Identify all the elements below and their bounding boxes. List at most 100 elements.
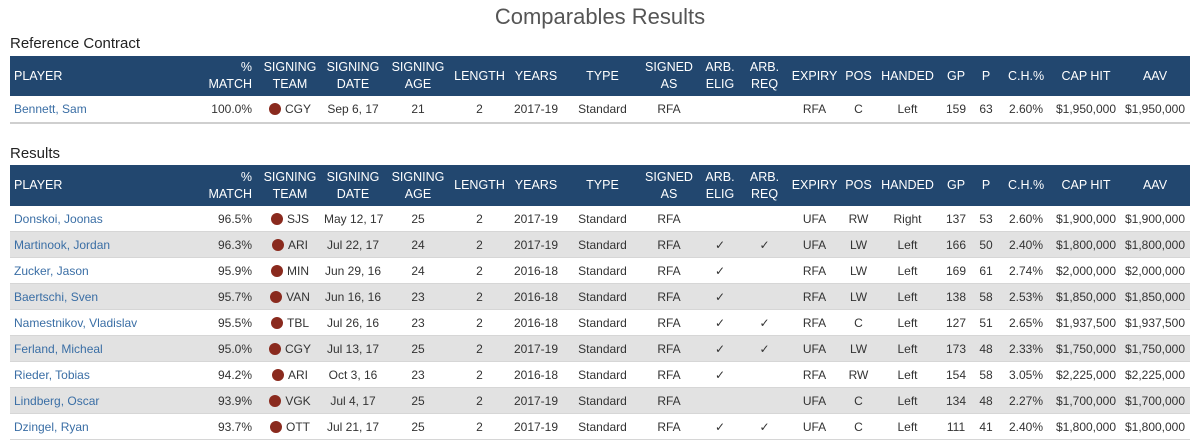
table-cell: 95.9%: [200, 257, 258, 284]
cell-text: Left: [897, 393, 918, 408]
table-cell: Martinook, Jordan: [10, 231, 200, 258]
cell-text: ARI: [287, 237, 308, 252]
table-cell: [742, 283, 787, 310]
table-cell: C: [842, 413, 875, 440]
table-cell: RW: [842, 206, 875, 232]
cell-text: 41: [979, 419, 993, 434]
table-cell: [698, 387, 742, 414]
cell-text: Left: [897, 367, 918, 382]
table-cell: 2: [452, 413, 507, 440]
header-text: TYPE: [586, 178, 619, 192]
header-text: YEARS: [514, 178, 558, 192]
team-logo: [271, 238, 284, 251]
player-link[interactable]: Baertschi, Sven: [14, 289, 99, 304]
player-link[interactable]: Namestnikov, Vladislav: [14, 315, 138, 330]
table-cell: May 12, 17: [322, 206, 384, 232]
cell-text: $1,800,000: [1124, 237, 1186, 252]
cell-text: 2: [476, 367, 483, 382]
table-cell: Standard: [565, 283, 640, 310]
team-logo: [268, 103, 281, 115]
column-header: GP: [940, 56, 972, 96]
header-text: POS: [845, 68, 872, 83]
team-logo: [270, 420, 282, 433]
cell-text: ✓: [714, 419, 726, 434]
team-logo: [270, 212, 283, 225]
cell-text: $2,000,000: [1055, 263, 1117, 278]
cell-text: ✓: [714, 237, 726, 252]
player-link[interactable]: Dzingel, Ryan: [14, 419, 89, 434]
table-cell: VGK: [258, 387, 322, 414]
table-cell: [742, 96, 787, 124]
table-cell: 3.05%: [1000, 361, 1052, 388]
player-link[interactable]: Lindberg, Oscar: [14, 393, 100, 408]
cell-text: 25: [411, 341, 425, 356]
table-cell: 2: [452, 231, 507, 258]
table-cell: 2017-19: [507, 387, 565, 414]
header-text: ARB.: [705, 60, 735, 74]
column-header: C.H.%: [1000, 165, 1052, 206]
cell-text: 3.05%: [1008, 367, 1044, 382]
cell-text: $1,750,000: [1055, 341, 1117, 356]
cell-text: 25: [411, 393, 425, 408]
player-link[interactable]: Bennett, Sam: [14, 102, 87, 116]
cell-text: 2.53%: [1008, 289, 1044, 304]
player-link[interactable]: Ferland, Micheal: [14, 341, 103, 356]
table-cell: 2017-19: [507, 206, 565, 232]
table-cell: 2017-19: [507, 335, 565, 362]
table-cell: $1,937,500: [1052, 309, 1120, 336]
cell-text: 24: [411, 263, 425, 278]
cell-text: 63: [979, 102, 993, 116]
header-text: HANDED: [881, 68, 934, 83]
cell-text: 25: [411, 419, 425, 434]
table-cell: Standard: [565, 361, 640, 388]
player-link[interactable]: Zucker, Jason: [14, 263, 89, 278]
table-cell: 2.74%: [1000, 257, 1052, 284]
player-link[interactable]: Donskoi, Joonas: [14, 211, 103, 226]
cell-text: Left: [897, 341, 918, 356]
table-row: Baertschi, Sven 95.7% VAN Jun 16, 16 23 2 2016…: [10, 283, 1190, 310]
header-text: SIGNING: [326, 169, 380, 184]
column-header: C.H.%: [1000, 56, 1052, 96]
cell-text: ✓: [759, 315, 770, 330]
cell-text: $1,950,000: [1124, 102, 1186, 116]
table-cell: RW: [842, 361, 875, 388]
cell-text: 2: [476, 341, 483, 356]
table-cell: ✓: [698, 283, 742, 310]
table-cell: $2,225,000: [1120, 361, 1190, 388]
cell-text: Right: [893, 211, 922, 226]
cell-text: 94.2%: [217, 367, 252, 382]
cell-text: $2,225,000: [1124, 367, 1186, 382]
cell-text: RFA: [657, 367, 681, 382]
table-cell: 2: [452, 257, 507, 284]
player-link[interactable]: Rieder, Tobias: [14, 367, 90, 382]
table-cell: $2,225,000: [1052, 361, 1120, 388]
table-cell: LW: [842, 257, 875, 284]
cell-text: 21: [411, 102, 425, 116]
column-header: ARB. REQ: [742, 56, 787, 96]
cell-text: RFA: [657, 419, 681, 434]
cell-text: 2016-18: [513, 315, 559, 330]
cell-text: 134: [945, 393, 967, 408]
table-cell: 21: [384, 96, 452, 124]
header-text: AGE: [404, 77, 432, 91]
table-cell: 111: [940, 413, 972, 440]
table-cell: Oct 3, 16: [322, 361, 384, 388]
column-header: ARB. REQ: [742, 165, 787, 206]
cell-text: Jun 16, 16: [324, 289, 382, 304]
table-cell: C: [842, 387, 875, 414]
cell-text: Standard: [578, 237, 627, 252]
column-header: YEARS: [507, 56, 565, 96]
header-text: AAV: [1142, 68, 1168, 83]
cell-text: RFA: [657, 289, 681, 304]
table-cell: TBL: [258, 309, 322, 336]
table-cell: $1,900,000: [1120, 206, 1190, 232]
cell-text: 111: [946, 419, 966, 434]
table-cell: CGY: [258, 96, 322, 124]
column-header: HANDED: [875, 165, 940, 206]
table-cell: ✓: [742, 309, 787, 336]
table-cell: RFA: [640, 283, 698, 310]
table-cell: $1,950,000: [1120, 96, 1190, 124]
cell-text: $1,800,000: [1055, 237, 1117, 252]
player-link[interactable]: Martinook, Jordan: [14, 237, 111, 252]
table-cell: 169: [940, 257, 972, 284]
